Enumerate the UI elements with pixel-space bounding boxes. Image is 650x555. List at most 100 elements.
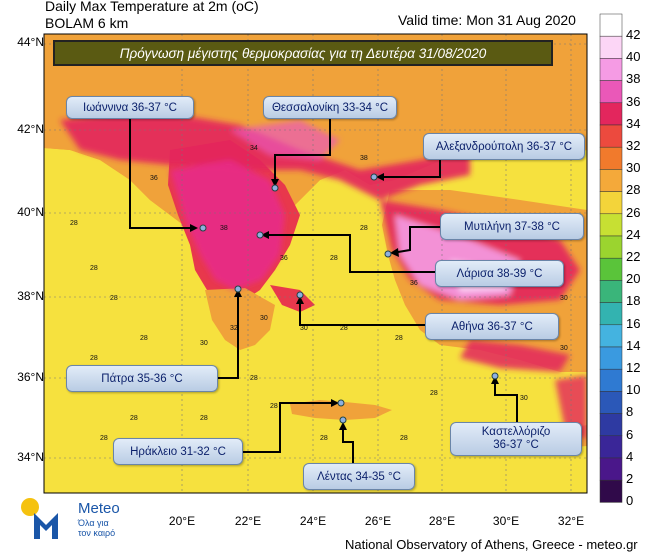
colorbar-label: 26 [626,204,641,220]
svg-text:36: 36 [410,280,418,287]
colorbar-swatch [599,58,623,81]
svg-text:28: 28 [360,225,368,232]
sun-icon [21,498,39,516]
lat-tick: 40°N [17,205,44,219]
lon-tick: 26°E [364,514,392,528]
colorbar-label: 30 [626,160,641,176]
colorbar-label: 16 [626,315,641,331]
svg-text:28: 28 [320,435,328,442]
svg-text:28: 28 [270,403,278,410]
colorbar-swatch [599,235,623,259]
forecast-banner: Πρόγνωση μέγιστης θερμοκρασίας για τη Δε… [53,40,553,66]
colorbar-swatch [599,479,623,503]
footer-credit: National Observatory of Athens, Greece -… [345,537,638,552]
colorbar-label: 18 [626,293,641,309]
model-name: BOLAM 6 km [45,15,129,31]
colorbar-label: 24 [626,226,641,242]
svg-text:30: 30 [560,295,568,302]
arrow-heads [190,173,499,430]
map-frame [43,33,588,494]
city-label-heraklion: Ηράκλειο 31-32 °C [113,438,243,465]
colorbar-label: 42 [626,27,641,43]
colorbar-swatch [599,324,623,348]
lon-tick: 28°E [428,514,456,528]
colorbar-label: 14 [626,337,641,353]
colorbar-swatch [599,124,623,148]
colorbar-swatch [599,391,623,414]
colorbar-label: 22 [626,249,641,265]
svg-text:28: 28 [430,390,438,397]
svg-text:28: 28 [400,435,408,442]
lon-tick: 22°E [234,514,262,528]
lon-tick: 32°E [557,514,585,528]
colorbar-swatch [599,346,623,370]
colorbar-label: 0 [626,493,634,509]
colorbar-swatch [599,280,623,303]
svg-text:30: 30 [520,395,528,402]
lat-tick: 44°N [17,35,44,49]
svg-text:38: 38 [220,225,228,232]
svg-text:30: 30 [260,315,268,322]
colorbar-label: 36 [626,93,641,109]
colorbar-swatch [599,457,623,481]
colorbar-label: 6 [626,426,634,442]
city-label-kastellorizo: Καστελλόριζο 36-37 °C [450,422,582,456]
svg-text:28: 28 [140,335,148,342]
svg-text:28: 28 [130,415,138,422]
colorbar-swatch [599,435,623,459]
svg-text:28: 28 [70,220,78,227]
lat-tick: 36°N [17,370,44,384]
colorbar-swatch [599,35,623,59]
lon-tick: 30°E [492,514,520,528]
svg-text:32: 32 [230,325,238,332]
svg-text:30: 30 [560,345,568,352]
svg-text:28: 28 [100,435,108,442]
svg-text:28: 28 [340,325,348,332]
colorbar-swatch [599,102,623,126]
colorbar-label: 40 [626,49,641,65]
colorbar-swatch [599,302,623,326]
city-label-athens: Αθήνα 36-37 °C [425,313,559,340]
colorbar-label: 38 [626,71,641,87]
svg-text:28: 28 [110,295,118,302]
lon-tick: 20°E [168,514,196,528]
colorbar-swatch [599,169,623,192]
colorbar-swatch [599,413,623,437]
lat-tick: 42°N [17,122,44,136]
svg-text:28: 28 [330,255,338,262]
svg-text:28: 28 [250,375,258,382]
svg-text:36: 36 [280,255,288,262]
svg-text:28: 28 [90,355,98,362]
colorbar-label: 2 [626,471,634,487]
lat-tick: 34°N [17,450,44,464]
colorbar-swatch [599,191,623,215]
city-label-lentas: Λέντας 34-35 °C [303,463,415,490]
logo-slogan: Όλα για τον καιρό [78,518,116,538]
svg-text:34: 34 [250,145,258,152]
city-label-larisa: Λάρισα 38-39 °C [435,260,564,287]
colorbar-label: 4 [626,448,634,464]
colorbar-swatch [599,80,623,104]
colorbar-swatch [599,368,623,392]
map-title: Daily Max Temperature at 2m (oC) [45,0,259,14]
colorbar-label: 12 [626,360,641,376]
colorbar-label: 10 [626,382,641,398]
svg-text:28: 28 [395,335,403,342]
lat-tick: 38°N [17,289,44,303]
city-label-alexandroupoli: Αλεξανδρούπολη 36-37 °C [423,133,585,160]
svg-text:28: 28 [200,415,208,422]
svg-text:30: 30 [300,325,308,332]
city-label-patra: Πάτρα 35-36 °C [66,365,218,392]
lon-tick: 24°E [299,514,327,528]
colorbar-label: 8 [626,404,634,420]
colorbar-label: 20 [626,271,641,287]
city-label-ioannina: Ιωάννινα 36-37 °C [66,96,194,119]
colorbar-swatch [599,257,623,281]
colorbar-label: 32 [626,138,641,154]
city-label-mytilene: Μυτιλήνη 37-38 °C [440,213,584,240]
svg-text:36: 36 [150,175,158,182]
colorbar-swatch [599,13,623,37]
colorbar [599,13,623,503]
colorbar-swatch [599,146,623,170]
svg-text:28: 28 [90,265,98,272]
